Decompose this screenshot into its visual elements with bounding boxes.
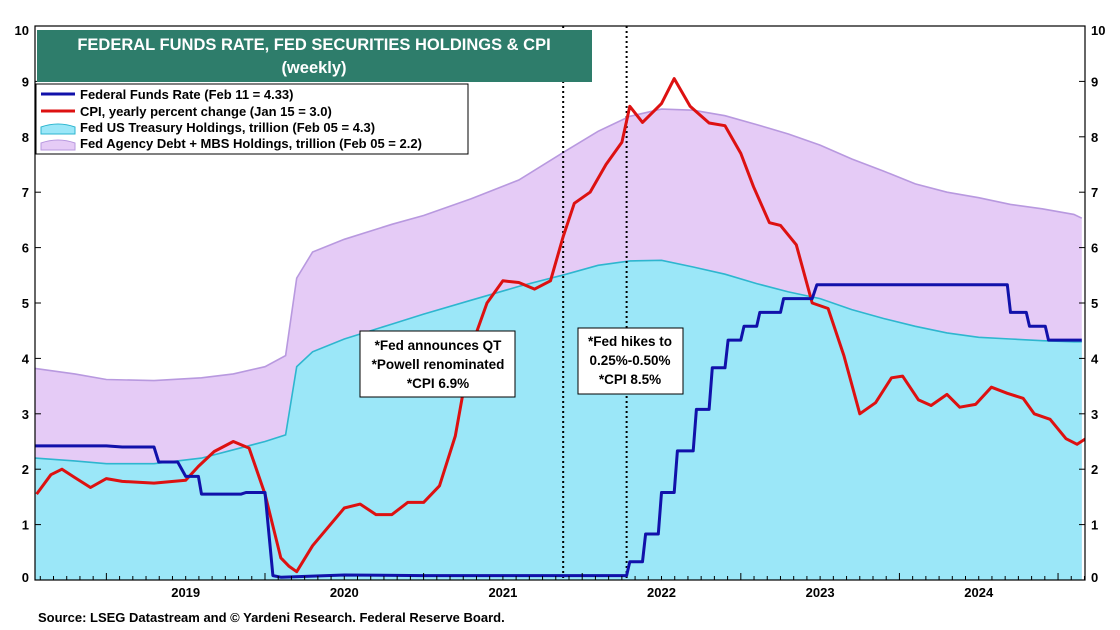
y-tick-label-left: 1 xyxy=(22,518,29,533)
annotation-hikes-line-2: 0.25%-0.50% xyxy=(589,353,670,368)
legend-label-federal-funds-rate: Federal Funds Rate (Feb 11 = 4.33) xyxy=(80,87,294,102)
y-tick-label-left: 2 xyxy=(22,462,29,477)
annotation-qt: *Fed announces QT *Powell renominated *C… xyxy=(359,330,516,398)
legend-box xyxy=(35,83,469,155)
y-tick-label-left: 6 xyxy=(22,241,29,256)
annotation-hikes-line-3: *CPI 8.5% xyxy=(599,372,661,387)
legend-label-agency-mbs: Fed Agency Debt + MBS Holdings, trillion… xyxy=(80,136,422,151)
legend-item-agency-mbs: Fed Agency Debt + MBS Holdings, trillion… xyxy=(40,136,422,151)
y-tick-label-right: 1 xyxy=(1091,518,1098,533)
annotation-qt-line-1: *Fed announces QT xyxy=(375,338,503,353)
y-tick-label-right: 5 xyxy=(1091,296,1098,311)
y-tick-label-left: 7 xyxy=(22,185,29,200)
legend-swatch-treasury xyxy=(40,123,76,135)
legend-label-cpi: CPI, yearly percent change (Jan 15 = 3.0… xyxy=(80,104,332,119)
y-tick-label-right: 10 xyxy=(1091,23,1105,38)
y-tick-label-left: 4 xyxy=(22,351,30,366)
legend-item-federal-funds-rate: Federal Funds Rate (Feb 11 = 4.33) xyxy=(41,87,294,102)
annotation-qt-box xyxy=(359,330,516,398)
source-note: Source: LSEG Datastream and © Yardeni Re… xyxy=(38,610,505,625)
y-tick-label-left: 3 xyxy=(22,407,29,422)
x-tick-label: 2024 xyxy=(964,585,994,600)
y-tick-label-right: 7 xyxy=(1091,185,1098,200)
y-tick-label-right: 9 xyxy=(1091,74,1098,89)
x-tick-label: 2022 xyxy=(647,585,676,600)
x-tick-label: 2021 xyxy=(488,585,517,600)
annotation-hikes-box xyxy=(577,327,684,395)
annotation-qt-line-3: *CPI 6.9% xyxy=(407,376,469,391)
chart-title-background xyxy=(37,30,592,82)
y-tick-label-left: 0 xyxy=(22,570,29,585)
y-tick-label-left: 5 xyxy=(22,296,29,311)
annotation-hikes-line-1: *Fed hikes to xyxy=(588,334,672,349)
area-layer xyxy=(35,108,1083,580)
y-tick-label-right: 3 xyxy=(1091,407,1098,422)
y-tick-label-left: 10 xyxy=(15,23,29,38)
vline-layer xyxy=(562,26,628,580)
y-tick-label-left: 9 xyxy=(22,74,29,89)
y-tick-label-right: 6 xyxy=(1091,241,1098,256)
chart-title-block: FEDERAL FUNDS RATE, FED SECURITIES HOLDI… xyxy=(37,30,592,82)
y-tick-label-right: 0 xyxy=(1091,570,1098,585)
area-treasury xyxy=(35,260,1082,580)
line-federal-funds-rate xyxy=(35,283,1082,579)
chart-title: FEDERAL FUNDS RATE, FED SECURITIES HOLDI… xyxy=(77,36,550,54)
y-axis-ticks: 0 0 1 1 2 2 3 3 4 4 5 5 6 6 7 7 8 8 9 9 10 10 xyxy=(15,23,1106,585)
y-tick-label-right: 4 xyxy=(1091,351,1099,366)
x-axis-ticks: 2019 2020 2021 2022 2023 2024 xyxy=(39,573,1085,600)
y-tick-label-left: 8 xyxy=(22,130,29,145)
x-tick-label: 2023 xyxy=(806,585,835,600)
line-layer xyxy=(35,77,1085,579)
x-tick-label: 2019 xyxy=(171,585,200,600)
y-tick-label-right: 2 xyxy=(1091,462,1098,477)
x-tick-label: 2020 xyxy=(330,585,359,600)
annotation-hikes: *Fed hikes to 0.25%-0.50% *CPI 8.5% xyxy=(577,327,684,395)
legend-item-cpi: CPI, yearly percent change (Jan 15 = 3.0… xyxy=(41,104,332,119)
area-agency-mbs-edge xyxy=(35,108,1083,382)
chart-subtitle: (weekly) xyxy=(281,59,346,77)
legend-label-treasury: Fed US Treasury Holdings, trillion (Feb … xyxy=(80,120,375,135)
y-tick-label-right: 8 xyxy=(1091,130,1098,145)
annotation-qt-line-2: *Powell renominated xyxy=(372,357,505,372)
line-cpi xyxy=(35,77,1085,574)
legend-item-treasury: Fed US Treasury Holdings, trillion (Feb … xyxy=(40,120,375,135)
legend: Federal Funds Rate (Feb 11 = 4.33) CPI, … xyxy=(35,83,469,155)
legend-swatch-agency-mbs xyxy=(40,139,76,151)
